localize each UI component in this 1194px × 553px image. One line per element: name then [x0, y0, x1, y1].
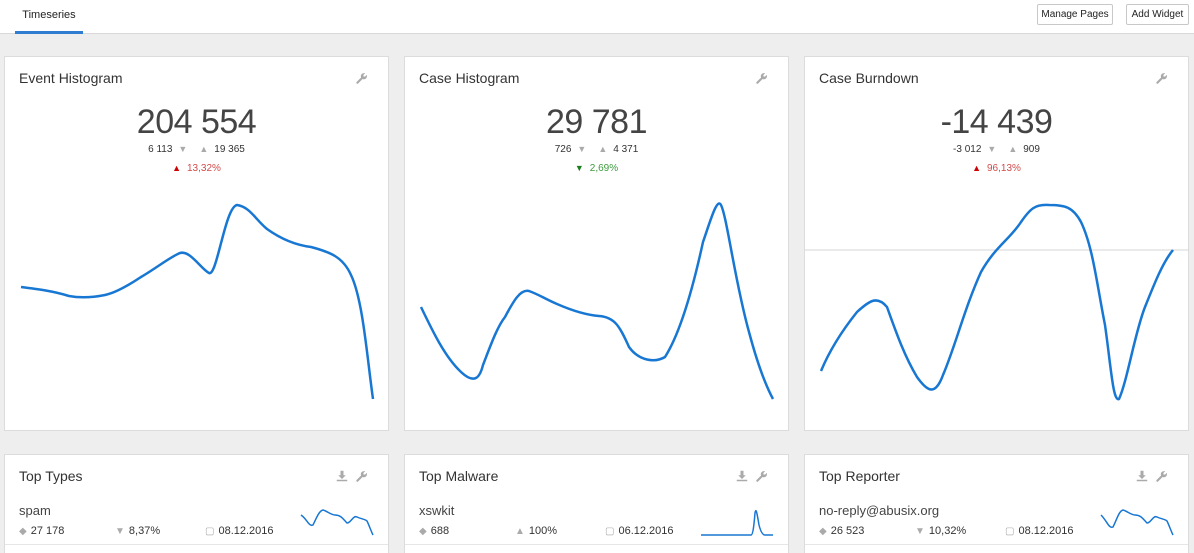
- download-icon[interactable]: [1136, 470, 1148, 482]
- wrench-icon[interactable]: [755, 470, 768, 483]
- series-line: [819, 203, 1174, 401]
- case-burndown-chart: [805, 203, 1189, 401]
- down-triangle-icon: ▼: [178, 144, 188, 154]
- up-triangle-icon: ▲: [598, 144, 608, 154]
- top-item-label[interactable]: xswkit: [419, 503, 455, 518]
- min-max-row: 6 113 ▼ ▲ 19 365: [5, 144, 388, 155]
- change-value: 13,32%: [187, 163, 221, 174]
- count-value: 27 178: [30, 525, 65, 537]
- change-value: 96,13%: [987, 163, 1021, 174]
- wrench-icon[interactable]: [355, 470, 368, 483]
- row-divider: [805, 544, 1188, 545]
- up-triangle-icon: ▲: [199, 144, 209, 154]
- sparkline: [300, 509, 374, 536]
- min-max-row: -3 012 ▼ ▲ 909: [805, 144, 1188, 155]
- up-triangle-icon: ▲: [1008, 144, 1018, 154]
- share-stat: ▼ 8,37%: [115, 525, 160, 537]
- case-histogram-chart: [419, 202, 775, 400]
- wrench-icon[interactable]: [755, 72, 768, 85]
- count-stat: ◆ 688: [419, 525, 449, 537]
- total-value: 204 554: [136, 103, 257, 141]
- top-types-widget: Top Types spam ◆ 27 178 ▼ 8,37% ▢ 08.12.201…: [4, 454, 389, 553]
- total-value: 29 781: [546, 103, 648, 141]
- series-line: [20, 203, 375, 400]
- share-value: 8,37%: [128, 525, 161, 537]
- down-triangle-icon: ▼: [915, 526, 925, 537]
- down-triangle-icon: ▼: [577, 144, 587, 154]
- top-reporter-widget: Top Reporter no-reply@abusix.org ◆ 26 523…: [804, 454, 1189, 553]
- date-value: 08.12.2016: [218, 525, 274, 537]
- min-max-row: 726 ▼ ▲ 4 371: [405, 144, 788, 155]
- event-histogram-chart: [20, 203, 375, 400]
- download-icon[interactable]: [736, 470, 748, 482]
- wrench-icon[interactable]: [355, 72, 368, 85]
- up-triangle-icon: ▲: [515, 526, 525, 537]
- share-stat: ▼ 10,32%: [915, 525, 966, 537]
- tab-timeseries[interactable]: Timeseries: [15, 0, 83, 34]
- count-stat: ◆ 26 523: [819, 525, 864, 537]
- min-value: 726: [554, 144, 572, 155]
- sparkline: [701, 509, 773, 536]
- top-item-label[interactable]: no-reply@abusix.org: [819, 503, 940, 518]
- change-indicator: ▲ 96,13%: [805, 163, 1188, 174]
- down-triangle-icon: ▼: [115, 526, 125, 537]
- tag-icon: ◆: [419, 526, 427, 537]
- case-histogram-widget: Case Histogram 29 781 726 ▼ ▲ 4 371 ▼ 2,69%: [404, 56, 789, 431]
- down-triangle-icon: ▼: [987, 144, 997, 154]
- trend-up-icon: ▲: [172, 163, 181, 173]
- count-stat: ◆ 27 178: [19, 525, 64, 537]
- calendar-icon: ▢: [1005, 526, 1015, 537]
- top-malware-widget: Top Malware xswkit ◆ 688 ▲ 100% ▢ 06.12.201…: [404, 454, 789, 553]
- widget-title: Case Histogram: [419, 70, 520, 86]
- event-histogram-widget: Event Histogram 204 554 6 113 ▼ ▲ 19 365 ▲ 1…: [4, 56, 389, 431]
- widget-title: Top Reporter: [819, 468, 900, 484]
- series-line: [419, 202, 775, 400]
- date-value: 08.12.2016: [1018, 525, 1074, 537]
- widget-title: Case Burndown: [819, 70, 919, 86]
- manage-pages-button[interactable]: Manage Pages: [1037, 4, 1113, 25]
- case-burndown-widget: Case Burndown -14 439 -3 012 ▼ ▲ 909 ▲ 96,13…: [804, 56, 1189, 431]
- sparkline: [1100, 509, 1174, 536]
- trend-up-icon: ▲: [972, 163, 981, 173]
- min-value: -3 012: [953, 144, 982, 155]
- max-value: 909: [1023, 144, 1040, 155]
- download-icon[interactable]: [336, 470, 348, 482]
- wrench-icon[interactable]: [1155, 72, 1168, 85]
- total-value: -14 439: [940, 103, 1053, 141]
- top-bar: Timeseries Manage Pages Add Widget: [0, 0, 1194, 34]
- change-indicator: ▼ 2,69%: [405, 163, 788, 174]
- date-stat: ▢ 06.12.2016: [605, 525, 674, 537]
- share-stat: ▲ 100%: [515, 525, 557, 537]
- change-indicator: ▲ 13,32%: [5, 163, 388, 174]
- date-stat: ▢ 08.12.2016: [1005, 525, 1074, 537]
- widget-title: Top Types: [19, 468, 83, 484]
- count-value: 688: [430, 525, 450, 537]
- calendar-icon: ▢: [205, 526, 215, 537]
- change-value: 2,69%: [589, 163, 619, 174]
- share-value: 10,32%: [928, 525, 967, 537]
- count-value: 26 523: [830, 525, 865, 537]
- min-value: 6 113: [148, 144, 173, 155]
- add-widget-button[interactable]: Add Widget: [1126, 4, 1189, 25]
- max-value: 4 371: [613, 144, 639, 155]
- row-divider: [5, 544, 388, 545]
- trend-down-icon: ▼: [574, 163, 584, 173]
- widget-title: Top Malware: [419, 468, 499, 484]
- share-value: 100%: [528, 525, 558, 537]
- tag-icon: ◆: [19, 526, 27, 537]
- max-value: 19 365: [214, 144, 245, 155]
- wrench-icon[interactable]: [1155, 470, 1168, 483]
- calendar-icon: ▢: [605, 526, 615, 537]
- date-value: 06.12.2016: [618, 525, 674, 537]
- top-item-label[interactable]: spam: [19, 503, 51, 518]
- row-divider: [405, 544, 788, 545]
- widget-title: Event Histogram: [19, 70, 123, 86]
- date-stat: ▢ 08.12.2016: [205, 525, 274, 537]
- tag-icon: ◆: [819, 526, 827, 537]
